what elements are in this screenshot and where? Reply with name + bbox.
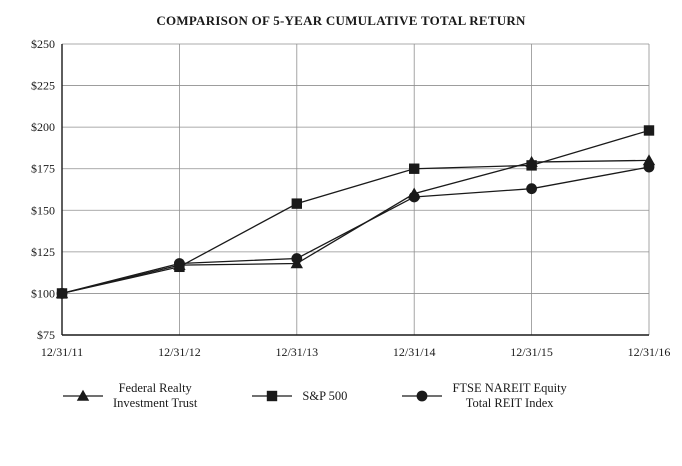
square-marker-icon xyxy=(291,198,302,209)
square-legend-marker-icon xyxy=(252,391,293,402)
legend-label: FTSE NAREIT Equity Total REIT Index xyxy=(452,381,566,412)
legend-item-triangle: Federal Realty Investment Trust xyxy=(62,381,197,412)
x-tick-label: 12/31/16 xyxy=(628,345,671,359)
circle-marker-icon xyxy=(643,161,655,173)
y-tick-label: $175 xyxy=(31,162,55,176)
circle-marker-icon xyxy=(291,253,303,264)
square-marker-icon xyxy=(409,163,420,174)
legend-item-circle: FTSE NAREIT Equity Total REIT Index xyxy=(401,381,567,412)
square-legend-marker-icon xyxy=(267,391,278,402)
x-tick-label: 12/31/12 xyxy=(158,345,201,359)
chart-title: COMPARISON OF 5-YEAR CUMULATIVE TOTAL RE… xyxy=(156,13,526,28)
triangle-marker-icon xyxy=(642,154,656,166)
circle-legend-marker-icon xyxy=(417,390,428,402)
circle-marker-icon xyxy=(174,258,185,269)
legend-label-line: S&P 500 xyxy=(302,388,348,403)
series-line-square xyxy=(61,129,650,295)
circle-legend-marker-icon xyxy=(402,390,443,402)
y-tick-label: $250 xyxy=(31,37,55,51)
series-line-triangle xyxy=(61,159,650,295)
x-tick-label: 12/31/13 xyxy=(275,345,318,359)
x-tick-label: 12/31/11 xyxy=(41,345,83,359)
triangle-legend-marker-icon xyxy=(63,390,103,402)
legend-label: S&P 500 xyxy=(302,389,347,404)
x-tick-label: 12/31/15 xyxy=(510,345,553,359)
cumulative-return-line-chart: $75 $100 $125 $150 $175 $200 $225 $250 12/31/11 1… xyxy=(31,37,671,359)
legend-item-square: S&P 500 xyxy=(251,388,347,404)
legend-label-line: Total REIT Index xyxy=(465,396,554,411)
circle-marker-icon xyxy=(408,191,420,203)
y-tick-label: $125 xyxy=(31,245,55,259)
x-tick-label: 12/31/14 xyxy=(393,345,436,359)
y-tick-label: $100 xyxy=(31,286,55,300)
triangle-legend-marker-icon xyxy=(76,390,90,402)
square-marker-icon xyxy=(643,125,655,136)
series-line-circle xyxy=(61,166,650,295)
y-tick-label: $200 xyxy=(31,120,55,134)
legend-label-line: FTSE NAREIT Equity xyxy=(452,381,567,395)
y-tick-label: $150 xyxy=(31,203,55,217)
y-tick-label: $225 xyxy=(31,79,55,93)
legend-label-line: Investment Trust xyxy=(113,396,198,411)
chart-legend: Federal Realty Investment Trust S&P 500 FTS… xyxy=(0,381,682,412)
circle-marker-icon xyxy=(526,183,537,195)
legend-label-line: Federal Realty xyxy=(118,381,192,395)
legend-label: Federal Realty Investment Trust xyxy=(113,381,197,412)
y-tick-label: $75 xyxy=(37,328,55,342)
square-marker-icon xyxy=(526,160,537,171)
circle-marker-icon xyxy=(56,288,68,299)
